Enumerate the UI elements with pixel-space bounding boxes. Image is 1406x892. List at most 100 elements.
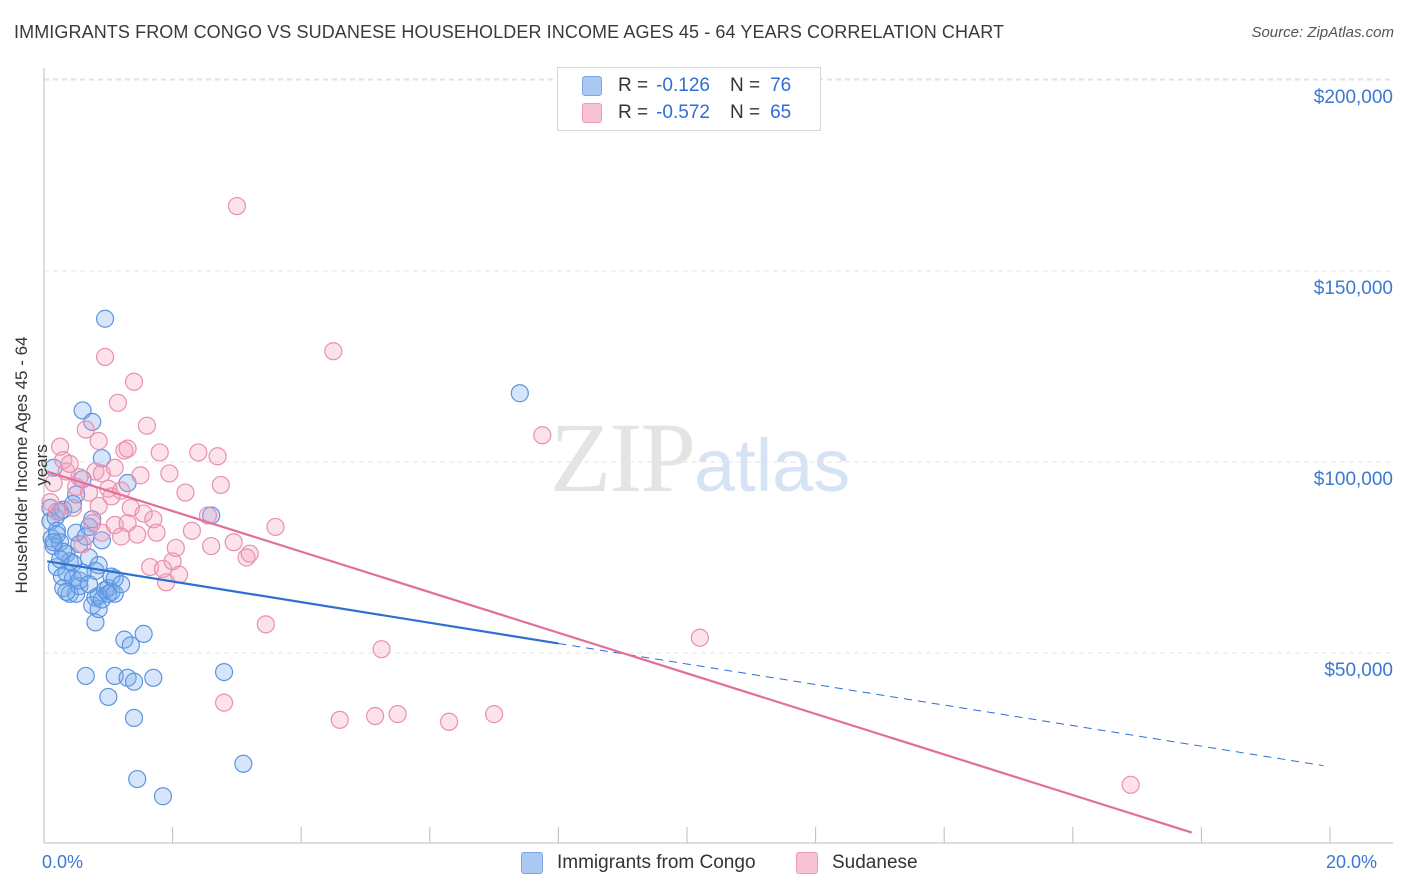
- data-point: [95, 347, 115, 367]
- data-point: [211, 475, 230, 495]
- data-point: [131, 466, 150, 485]
- data-point: [485, 705, 504, 724]
- data-point: [118, 439, 137, 458]
- data-point: [63, 494, 83, 514]
- data-point: [86, 613, 105, 632]
- legend-swatch-sudanese: [582, 103, 602, 123]
- data-point: [124, 372, 144, 391]
- data-point: [208, 447, 227, 466]
- data-point: [366, 706, 385, 726]
- data-point: [134, 504, 153, 523]
- data-point: [105, 584, 124, 603]
- data-point: [137, 416, 156, 435]
- data-point: [70, 468, 89, 487]
- data-point: [214, 693, 234, 712]
- legend-r-value: -0.572: [656, 102, 710, 123]
- data-point: [147, 523, 166, 542]
- data-point: [89, 496, 108, 516]
- legend-swatch-congo: [521, 852, 543, 874]
- data-point: [388, 705, 407, 724]
- data-point: [134, 624, 153, 644]
- y-tick-label-50000: $50,000: [1324, 660, 1393, 681]
- trend-line-sudanese: [46, 470, 1193, 834]
- data-point: [108, 393, 128, 412]
- data-point: [202, 536, 221, 556]
- x-tick-label-max: 20.0%: [1326, 852, 1378, 872]
- data-point: [330, 710, 349, 729]
- data-point: [99, 584, 118, 603]
- data-point: [60, 584, 79, 603]
- data-point: [79, 575, 99, 594]
- data-point: [60, 454, 79, 474]
- legend-n-label: N =: [729, 75, 761, 96]
- data-point: [510, 384, 529, 403]
- data-point: [153, 787, 173, 806]
- source-label: Source: ZipAtlas.com: [1251, 24, 1394, 41]
- data-point: [1121, 775, 1140, 794]
- data-point: [121, 636, 140, 655]
- legend-swatch-sudanese: [796, 852, 818, 874]
- chart-title: IMMIGRANTS FROM CONGO VS SUDANESE HOUSEH…: [14, 22, 1005, 42]
- legend-n-value: 65: [770, 102, 792, 123]
- data-point: [86, 462, 105, 481]
- data-point: [182, 521, 201, 540]
- data-point: [76, 420, 95, 439]
- data-point: [166, 538, 185, 558]
- data-point: [266, 517, 285, 537]
- legend-label-sudanese: Sudanese: [832, 852, 918, 873]
- grid-lines: [44, 78, 1393, 654]
- data-point: [533, 426, 552, 445]
- x-tick-label-min: 0.0%: [42, 852, 84, 872]
- data-point: [324, 342, 343, 361]
- legend-item-sudanese[interactable]: Sudanese: [796, 852, 918, 874]
- data-point: [128, 769, 147, 789]
- data-point: [50, 437, 70, 456]
- data-point: [112, 575, 131, 594]
- y-tick-label-200000: $200,000: [1313, 87, 1393, 108]
- data-point: [124, 708, 144, 728]
- data-point: [124, 672, 144, 691]
- legend-n-label: N =: [729, 102, 761, 123]
- watermark-zip: ZIP: [550, 402, 696, 513]
- y-axis-label: Householder Income Ages 45 - 64 years: [12, 336, 51, 594]
- y-tick-label-150000: $150,000: [1313, 278, 1393, 299]
- data-point: [256, 615, 275, 634]
- data-point: [234, 754, 253, 773]
- data-point: [73, 535, 92, 554]
- data-point: [102, 582, 121, 601]
- legend-row-congo: R = -0.126 N = 76: [582, 73, 791, 99]
- data-point: [214, 662, 234, 682]
- legend-label-congo: Immigrants from Congo: [557, 852, 756, 873]
- trend-line-congo: [47, 560, 559, 645]
- legend-row-sudanese: R = -0.572 N = 65: [582, 100, 792, 126]
- data-point: [144, 510, 163, 529]
- data-point: [44, 533, 63, 552]
- trend-line-congo-projection: [558, 642, 1324, 767]
- data-point: [95, 309, 115, 328]
- data-point: [83, 412, 102, 431]
- data-point: [89, 431, 108, 451]
- data-point: [439, 712, 459, 731]
- data-point: [89, 599, 108, 619]
- data-point: [76, 666, 95, 686]
- legend-r-label: R =: [618, 102, 649, 123]
- data-point: [105, 458, 124, 477]
- series-sudanese: [41, 196, 1140, 794]
- data-point: [57, 582, 76, 601]
- data-point: [115, 441, 134, 460]
- data-point: [160, 464, 179, 483]
- legend-r-label: R =: [618, 75, 649, 96]
- legend-item-congo[interactable]: Immigrants from Congo: [521, 852, 756, 874]
- watermark-atlas: atlas: [694, 424, 851, 507]
- data-point: [224, 533, 243, 552]
- data-point: [63, 498, 83, 517]
- data-point: [176, 483, 195, 502]
- data-point: [198, 506, 218, 525]
- data-point: [189, 443, 208, 462]
- data-point: [112, 481, 131, 500]
- watermark: ZIPatlas: [550, 400, 850, 515]
- y-tick-label-100000: $100,000: [1313, 469, 1393, 490]
- data-point: [99, 687, 118, 707]
- data-point: [41, 493, 60, 512]
